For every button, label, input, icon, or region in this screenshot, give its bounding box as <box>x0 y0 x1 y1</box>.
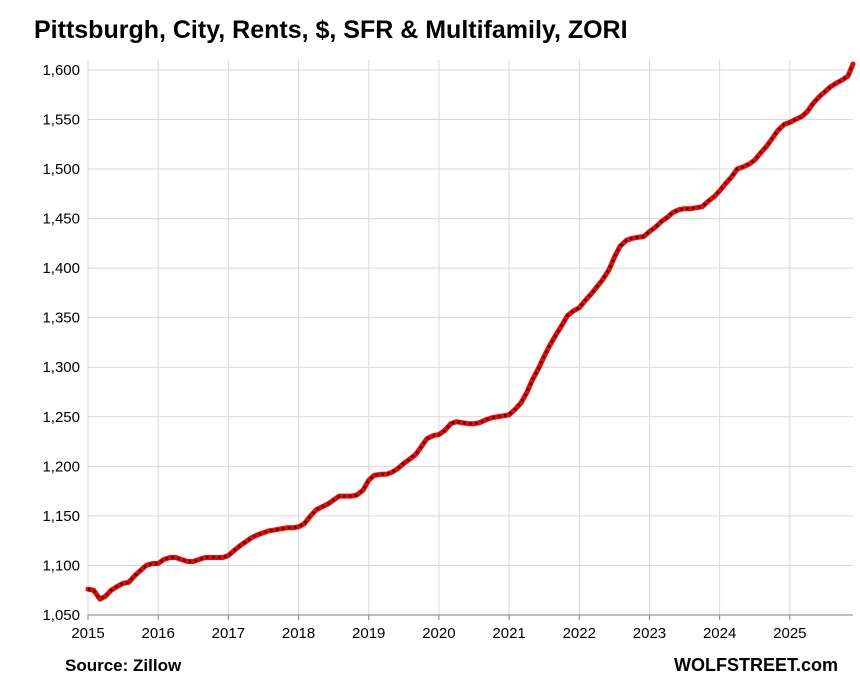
y-tick-label: 1,300 <box>42 359 80 376</box>
chart-title: Pittsburgh, City, Rents, $, SFR & Multif… <box>34 16 628 44</box>
x-tick-label: 2025 <box>773 625 806 642</box>
series-line <box>85 61 856 602</box>
y-tick-label: 1,050 <box>42 607 80 624</box>
x-tick-label: 2021 <box>492 625 525 642</box>
y-tick-label: 1,450 <box>42 211 80 228</box>
y-tick-label: 1,150 <box>42 508 80 525</box>
x-tick-label: 2019 <box>352 625 385 642</box>
y-tick-label: 1,550 <box>42 111 80 128</box>
y-tick-labels: 1,050 1,100 1,150 1,200 1,250 1,300 1,350 1,400… <box>42 62 80 624</box>
y-tick-label: 1,200 <box>42 458 80 475</box>
series <box>85 61 856 602</box>
brand-label: WOLFSTREET.com <box>673 655 838 675</box>
x-tick-label: 2017 <box>212 625 245 642</box>
x-tick-labels: 2015 2016 2017 2018 2019 2020 2021 2022 2023 2024… <box>71 625 806 642</box>
x-tick-label: 2018 <box>282 625 315 642</box>
x-tick-label: 2023 <box>633 625 666 642</box>
series-dotted-overlay <box>87 63 855 601</box>
y-tick-label: 1,600 <box>42 62 80 79</box>
gridlines <box>87 60 853 616</box>
x-tick-label: 2016 <box>141 625 174 642</box>
y-tick-label: 1,250 <box>42 409 80 426</box>
y-tick-label: 1,350 <box>42 310 80 327</box>
x-tick-label: 2015 <box>71 625 104 642</box>
y-tick-label: 1,400 <box>42 260 80 277</box>
axes <box>87 60 853 620</box>
source-label: Source: Zillow <box>65 656 182 675</box>
x-tick-label: 2022 <box>563 625 596 642</box>
y-tick-label: 1,500 <box>42 161 80 178</box>
x-tick-label: 2024 <box>703 625 736 642</box>
y-tick-label: 1,100 <box>42 557 80 574</box>
x-tick-label: 2020 <box>422 625 455 642</box>
